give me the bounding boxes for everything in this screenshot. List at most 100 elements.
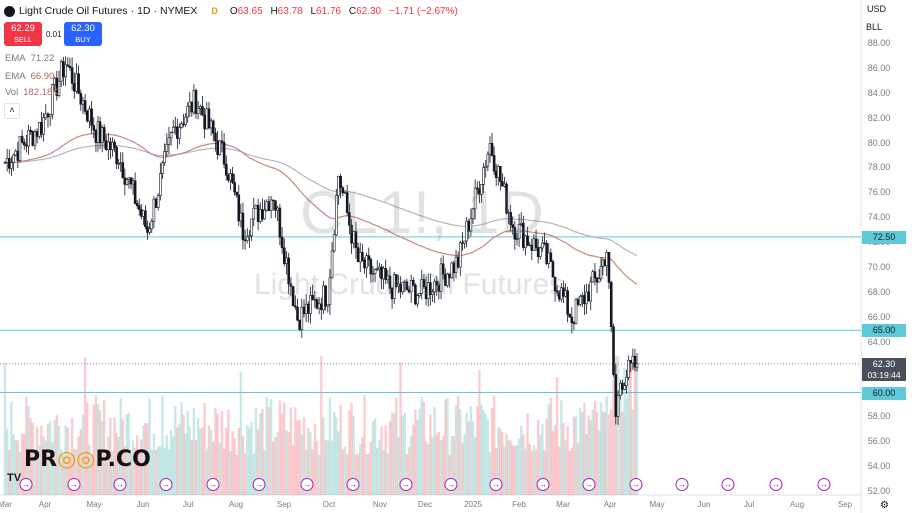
volume-bar <box>274 436 277 495</box>
buy-button[interactable]: 62.30 BUY <box>64 22 102 46</box>
volume-bar <box>283 402 286 495</box>
candle-body <box>154 198 158 208</box>
volume-bar <box>409 435 413 495</box>
event-marker-icon[interactable]: → <box>399 478 413 491</box>
candle-body <box>482 167 485 185</box>
volume-bar <box>294 407 297 495</box>
candle-body <box>102 127 106 142</box>
tradingview-logo[interactable]: TV <box>7 472 22 484</box>
volume-bar <box>278 400 282 495</box>
volume-bar <box>125 414 129 495</box>
event-marker-icon[interactable]: → <box>769 478 783 491</box>
candle-body <box>18 136 22 161</box>
volume-bar <box>3 363 7 495</box>
indicator-volume[interactable]: Vol 182.18K <box>5 87 59 98</box>
candle-body <box>85 111 89 122</box>
event-marker-icon[interactable]: → <box>206 478 220 491</box>
event-marker-icon[interactable]: → <box>721 478 735 491</box>
candle-body <box>269 199 273 211</box>
sell-button[interactable]: 62.29 SELL <box>4 22 42 46</box>
volume-bar <box>576 443 580 495</box>
separator-dot: · <box>153 5 158 17</box>
event-marker-icon[interactable]: → <box>300 478 314 491</box>
volume-bar <box>393 413 396 495</box>
delayed-badge[interactable]: D <box>211 6 218 16</box>
event-marker-icon[interactable]: → <box>346 478 360 491</box>
candle-body <box>593 271 597 279</box>
candle-body <box>300 306 304 330</box>
event-marker-icon[interactable]: → <box>629 478 643 491</box>
event-marker-icon[interactable]: → <box>582 478 596 491</box>
candle-body <box>547 252 551 264</box>
volume-bar <box>317 454 321 495</box>
unit-label[interactable]: BLL <box>865 22 882 32</box>
event-marker-icon[interactable]: → <box>159 478 173 491</box>
event-marker-icon[interactable]: → <box>675 478 689 491</box>
volume-bar <box>46 423 50 495</box>
volume-bar <box>439 440 443 495</box>
candle-body <box>83 100 87 112</box>
indicator-ema-short[interactable]: EMA 66.90 <box>5 71 55 82</box>
spread-value: 0.01 <box>46 29 62 39</box>
event-marker-icon[interactable]: → <box>67 478 81 491</box>
candle-body <box>328 277 332 306</box>
candle-body <box>35 131 39 137</box>
event-marker-icon[interactable]: → <box>444 478 458 491</box>
candle-body <box>10 162 13 169</box>
symbol-name[interactable]: Light Crude Oil Futures <box>19 5 128 17</box>
event-marker-icon[interactable]: → <box>19 478 33 491</box>
volume-bar <box>109 418 112 495</box>
settings-gear-icon[interactable]: ⚙ <box>880 500 889 511</box>
currency-label[interactable]: USD <box>866 4 886 14</box>
candle-body <box>553 276 557 292</box>
interval-label[interactable]: 1D <box>137 5 151 17</box>
volume-bar <box>12 434 15 495</box>
volume-bar <box>207 425 211 495</box>
candle-body <box>216 140 219 156</box>
volume-bar <box>528 444 531 495</box>
candle-body <box>233 182 236 193</box>
candle-body <box>623 385 626 390</box>
candle-body <box>539 247 542 258</box>
volume-bar <box>547 404 550 495</box>
volume-bar <box>361 437 364 495</box>
collapse-indicators-button[interactable]: ˄ <box>4 103 20 119</box>
volume-bar <box>259 412 262 495</box>
volume-bar <box>186 410 189 495</box>
ema-short-line[interactable] <box>4 133 638 285</box>
event-marker-icon[interactable]: → <box>113 478 127 491</box>
event-marker-icon[interactable]: → <box>252 478 266 491</box>
event-marker-icon[interactable]: → <box>489 478 503 491</box>
candle-body <box>332 234 336 252</box>
volume-bar <box>131 440 135 495</box>
event-marker-icon[interactable]: → <box>536 478 550 491</box>
candle-body <box>278 207 282 238</box>
volume-bar <box>169 430 173 495</box>
candle-body <box>169 132 173 139</box>
time-tick-label: May <box>649 500 665 509</box>
candle-body <box>578 296 582 305</box>
candle-body <box>137 205 141 210</box>
candle-body <box>473 187 477 210</box>
volume-bar <box>243 453 247 495</box>
volume-bar <box>269 399 273 495</box>
candle-body <box>142 210 145 217</box>
volume-bar <box>459 409 462 495</box>
volume-bar <box>549 397 553 495</box>
candle-body <box>330 250 334 279</box>
time-tick-label: Sep <box>837 500 853 509</box>
candle-body <box>274 200 277 211</box>
volume-bar <box>55 415 59 495</box>
indicator-ema-long[interactable]: EMA 71.22 <box>5 53 55 64</box>
volume-bar <box>589 420 592 495</box>
volume-bar <box>227 409 230 495</box>
event-marker-icon[interactable]: → <box>817 478 831 491</box>
volume-bar <box>96 404 100 495</box>
candle-body <box>203 114 206 130</box>
volume-bar <box>53 419 56 495</box>
candle-body <box>471 208 475 220</box>
volume-bar <box>57 425 61 495</box>
volume-bar <box>520 425 523 495</box>
volume-bar <box>98 409 102 495</box>
